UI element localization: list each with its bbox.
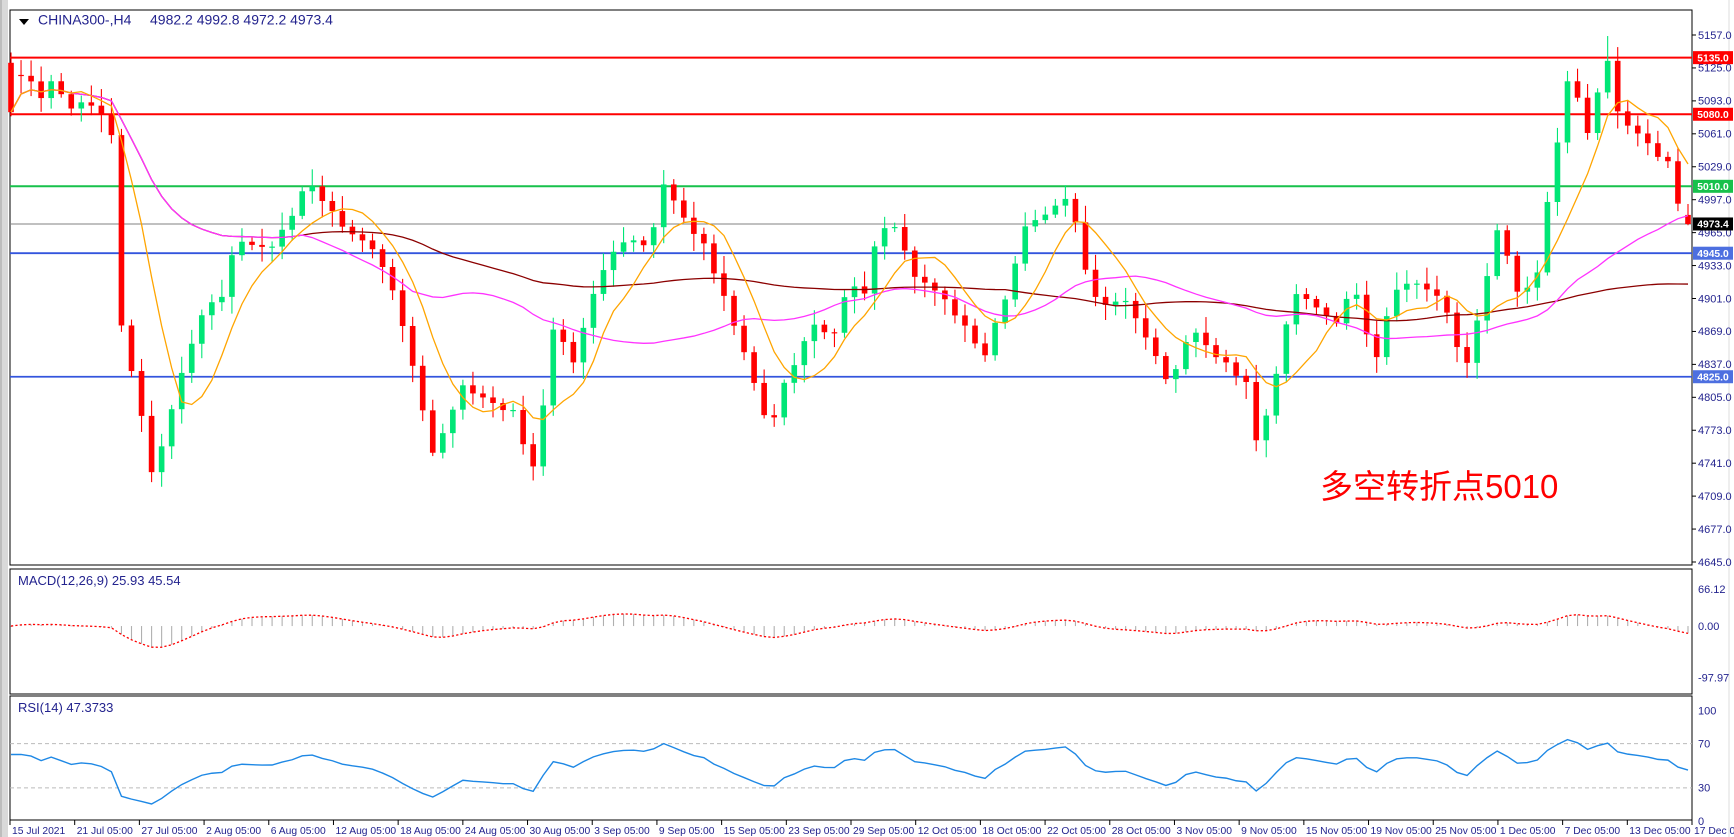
svg-text:4773.0: 4773.0 — [1698, 425, 1732, 437]
svg-text:30 Aug 05:00: 30 Aug 05:00 — [530, 826, 591, 837]
svg-text:29 Sep 05:00: 29 Sep 05:00 — [853, 826, 915, 837]
svg-text:25 Nov 05:00: 25 Nov 05:00 — [1435, 826, 1497, 837]
svg-text:4645.0: 4645.0 — [1698, 557, 1732, 569]
svg-text:21 Jul 05:00: 21 Jul 05:00 — [77, 826, 133, 837]
svg-text:5157.0: 5157.0 — [1698, 30, 1732, 42]
svg-text:2 Aug 05:00: 2 Aug 05:00 — [206, 826, 261, 837]
svg-text:17 Dec 05:00: 17 Dec 05:00 — [1694, 826, 1734, 837]
svg-text:RSI(14) 47.3733: RSI(14) 47.3733 — [18, 700, 113, 715]
svg-text:4997.0: 4997.0 — [1698, 194, 1732, 206]
svg-text:7 Dec 05:00: 7 Dec 05:00 — [1565, 826, 1621, 837]
svg-text:1 Dec 05:00: 1 Dec 05:00 — [1500, 826, 1556, 837]
svg-text:-97.97: -97.97 — [1698, 673, 1729, 685]
svg-text:28 Oct 05:00: 28 Oct 05:00 — [1112, 826, 1171, 837]
svg-text:3 Nov 05:00: 3 Nov 05:00 — [1176, 826, 1232, 837]
svg-text:15 Sep 05:00: 15 Sep 05:00 — [724, 826, 786, 837]
svg-text:5061.0: 5061.0 — [1698, 129, 1732, 141]
svg-text:4973.4: 4973.4 — [1697, 220, 1729, 231]
svg-text:4825.0: 4825.0 — [1697, 372, 1729, 383]
svg-text:5029.0: 5029.0 — [1698, 162, 1732, 174]
svg-text:CHINA300-,H4: CHINA300-,H4 — [38, 12, 132, 28]
svg-text:4709.0: 4709.0 — [1698, 491, 1732, 503]
svg-text:4869.0: 4869.0 — [1698, 326, 1732, 338]
svg-text:100: 100 — [1698, 705, 1716, 717]
svg-text:4837.0: 4837.0 — [1698, 359, 1732, 371]
svg-text:12 Aug 05:00: 12 Aug 05:00 — [335, 826, 396, 837]
svg-text:4677.0: 4677.0 — [1698, 524, 1732, 536]
svg-text:18 Aug 05:00: 18 Aug 05:00 — [400, 826, 461, 837]
svg-text:30: 30 — [1698, 783, 1710, 795]
svg-text:MACD(12,26,9) 25.93 45.54: MACD(12,26,9) 25.93 45.54 — [18, 573, 181, 588]
svg-text:66.12: 66.12 — [1698, 584, 1726, 596]
svg-text:13 Dec 05:00: 13 Dec 05:00 — [1629, 826, 1691, 837]
svg-text:5135.0: 5135.0 — [1697, 53, 1729, 64]
svg-text:27 Jul 05:00: 27 Jul 05:00 — [141, 826, 197, 837]
svg-text:5125.0: 5125.0 — [1698, 63, 1732, 75]
svg-text:15 Nov 05:00: 15 Nov 05:00 — [1306, 826, 1368, 837]
svg-text:5010.0: 5010.0 — [1697, 182, 1729, 193]
svg-text:0.00: 0.00 — [1698, 621, 1719, 633]
svg-text:多空转折点5010: 多空转折点5010 — [1320, 468, 1558, 505]
svg-text:70: 70 — [1698, 738, 1710, 750]
svg-text:5080.0: 5080.0 — [1697, 110, 1729, 121]
svg-text:15 Jul 2021: 15 Jul 2021 — [12, 826, 66, 837]
svg-text:18 Oct 05:00: 18 Oct 05:00 — [982, 826, 1041, 837]
svg-text:4901.0: 4901.0 — [1698, 293, 1732, 305]
svg-text:3 Sep 05:00: 3 Sep 05:00 — [594, 826, 650, 837]
svg-text:9 Sep 05:00: 9 Sep 05:00 — [659, 826, 715, 837]
svg-text:4945.0: 4945.0 — [1697, 249, 1729, 260]
svg-text:24 Aug 05:00: 24 Aug 05:00 — [465, 826, 526, 837]
svg-text:6 Aug 05:00: 6 Aug 05:00 — [271, 826, 326, 837]
svg-text:4933.0: 4933.0 — [1698, 260, 1732, 272]
svg-text:12 Oct 05:00: 12 Oct 05:00 — [918, 826, 977, 837]
svg-text:23 Sep 05:00: 23 Sep 05:00 — [788, 826, 850, 837]
svg-text:4741.0: 4741.0 — [1698, 458, 1732, 470]
svg-text:4805.0: 4805.0 — [1698, 392, 1732, 404]
svg-text:4982.2 4992.8 4972.2 4973.4: 4982.2 4992.8 4972.2 4973.4 — [150, 12, 333, 28]
svg-text:22 Oct 05:00: 22 Oct 05:00 — [1047, 826, 1106, 837]
svg-text:9 Nov 05:00: 9 Nov 05:00 — [1241, 826, 1297, 837]
svg-text:19 Nov 05:00: 19 Nov 05:00 — [1371, 826, 1433, 837]
svg-text:5093.0: 5093.0 — [1698, 96, 1732, 108]
